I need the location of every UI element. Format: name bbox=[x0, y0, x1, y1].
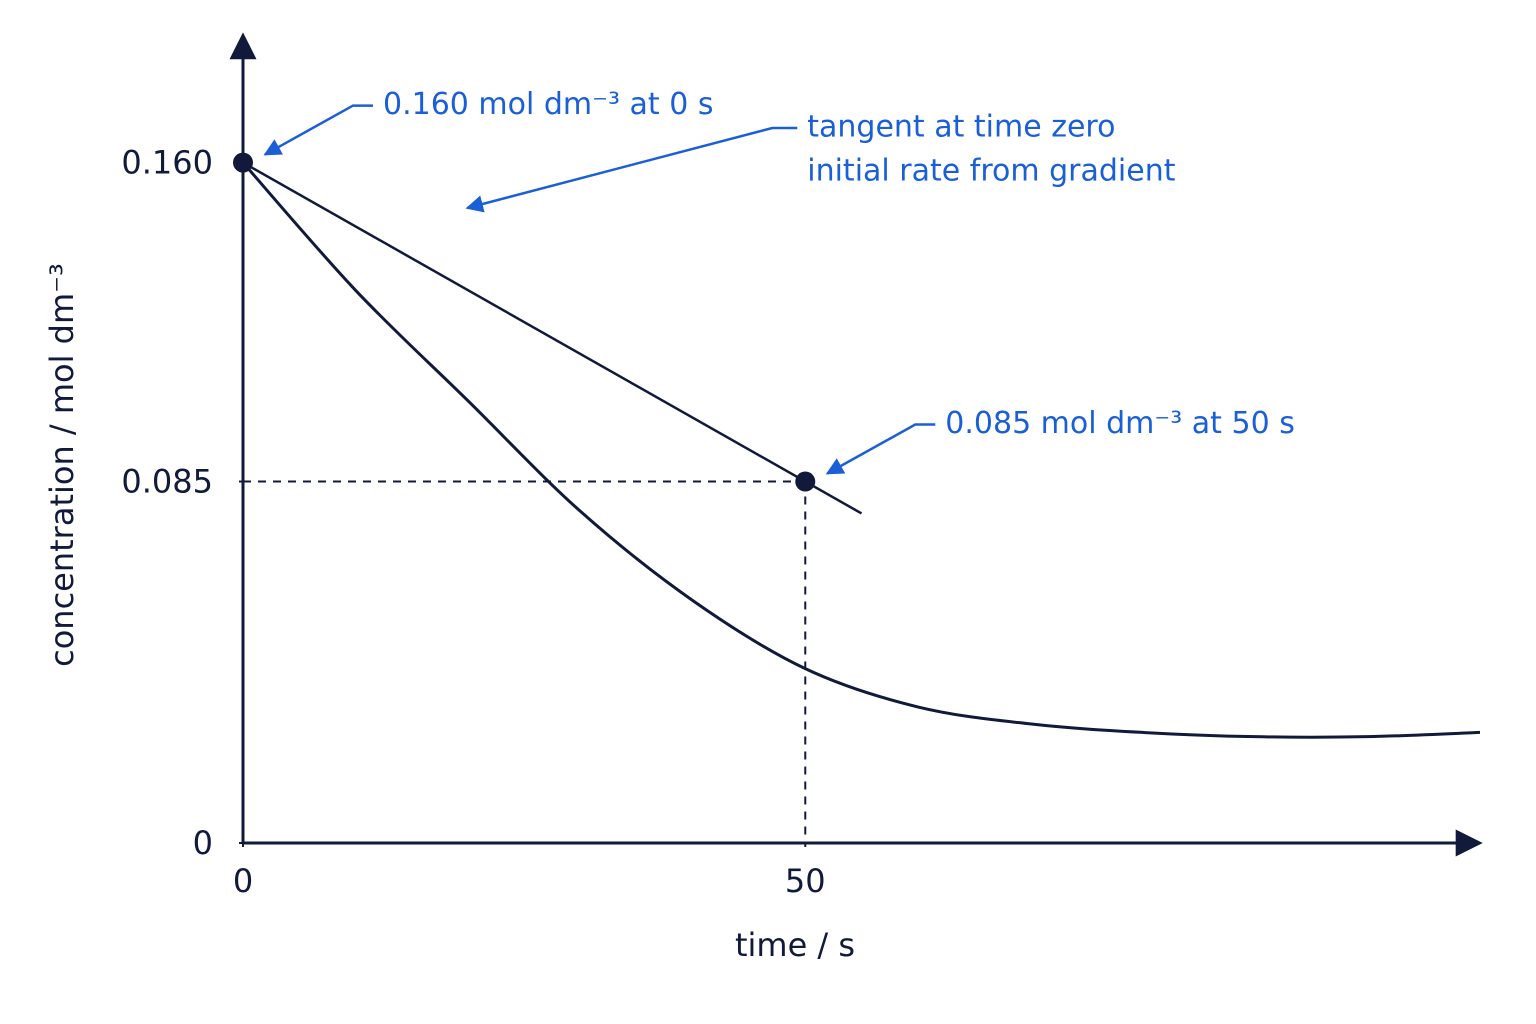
y-tick-label: 0 bbox=[193, 824, 213, 862]
data-point bbox=[233, 152, 253, 173]
tangent-annotation: tangent at time zero bbox=[807, 110, 1115, 145]
data-point bbox=[795, 471, 816, 492]
annotation-arrow bbox=[465, 126, 798, 213]
x-tick-label: 50 bbox=[785, 862, 826, 900]
x-tick-label: 0 bbox=[233, 862, 253, 900]
y-tick-label: 0.160 bbox=[121, 144, 213, 182]
annotation-arrow bbox=[263, 104, 373, 156]
tangent-annotation: initial rate from gradient bbox=[807, 154, 1175, 189]
tangent-line bbox=[242, 161, 863, 515]
point-annotation: 0.085 mol dm⁻³ at 50 s bbox=[945, 406, 1295, 441]
point-annotation: 0.160 mol dm⁻³ at 0 s bbox=[383, 87, 713, 122]
concentration-curve bbox=[241, 161, 1481, 739]
annotation-arrow bbox=[825, 423, 936, 475]
y-tick-label: 0.085 bbox=[121, 463, 213, 501]
x-axis-label: time / s bbox=[735, 926, 855, 964]
y-axis-label: concentration / mol dm⁻³ bbox=[43, 263, 81, 667]
